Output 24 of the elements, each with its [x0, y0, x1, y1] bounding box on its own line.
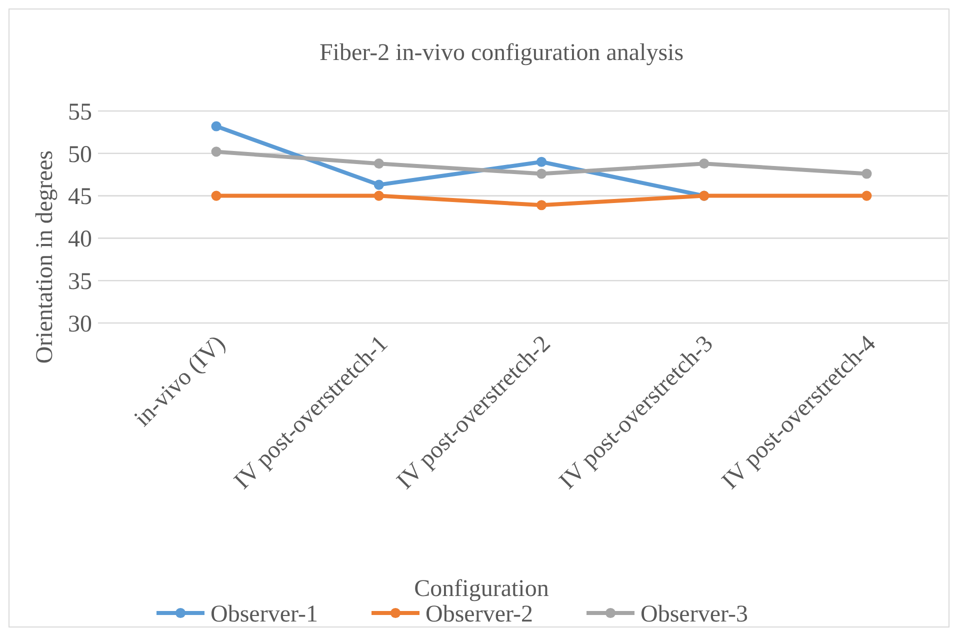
chart-title: Fiber-2 in-vivo configuration analysis: [319, 40, 684, 66]
legend-label: Observer-1: [210, 601, 318, 628]
point: [211, 121, 222, 132]
point: [536, 156, 547, 167]
y-tick-label: 30: [68, 311, 92, 338]
y-tick-label: 40: [68, 226, 92, 253]
point: [374, 190, 384, 201]
y-tick-label: 45: [68, 184, 92, 210]
point: [862, 190, 872, 201]
point: [862, 168, 872, 179]
y-axis-title: Orientation in degrees: [32, 150, 58, 364]
y-tick-label: 55: [68, 99, 92, 126]
legend-label: Observer-2: [426, 601, 533, 628]
point: [211, 146, 222, 157]
point: [699, 158, 710, 169]
legend-label: Observer-3: [640, 601, 748, 628]
point: [374, 180, 384, 190]
point: [536, 200, 547, 210]
x-axis-title: Configuration: [414, 576, 549, 602]
point: [536, 168, 547, 179]
y-tick-label: 50: [68, 142, 92, 168]
point: [211, 190, 222, 201]
point: [374, 158, 384, 169]
y-tick-label: 35: [68, 269, 92, 295]
